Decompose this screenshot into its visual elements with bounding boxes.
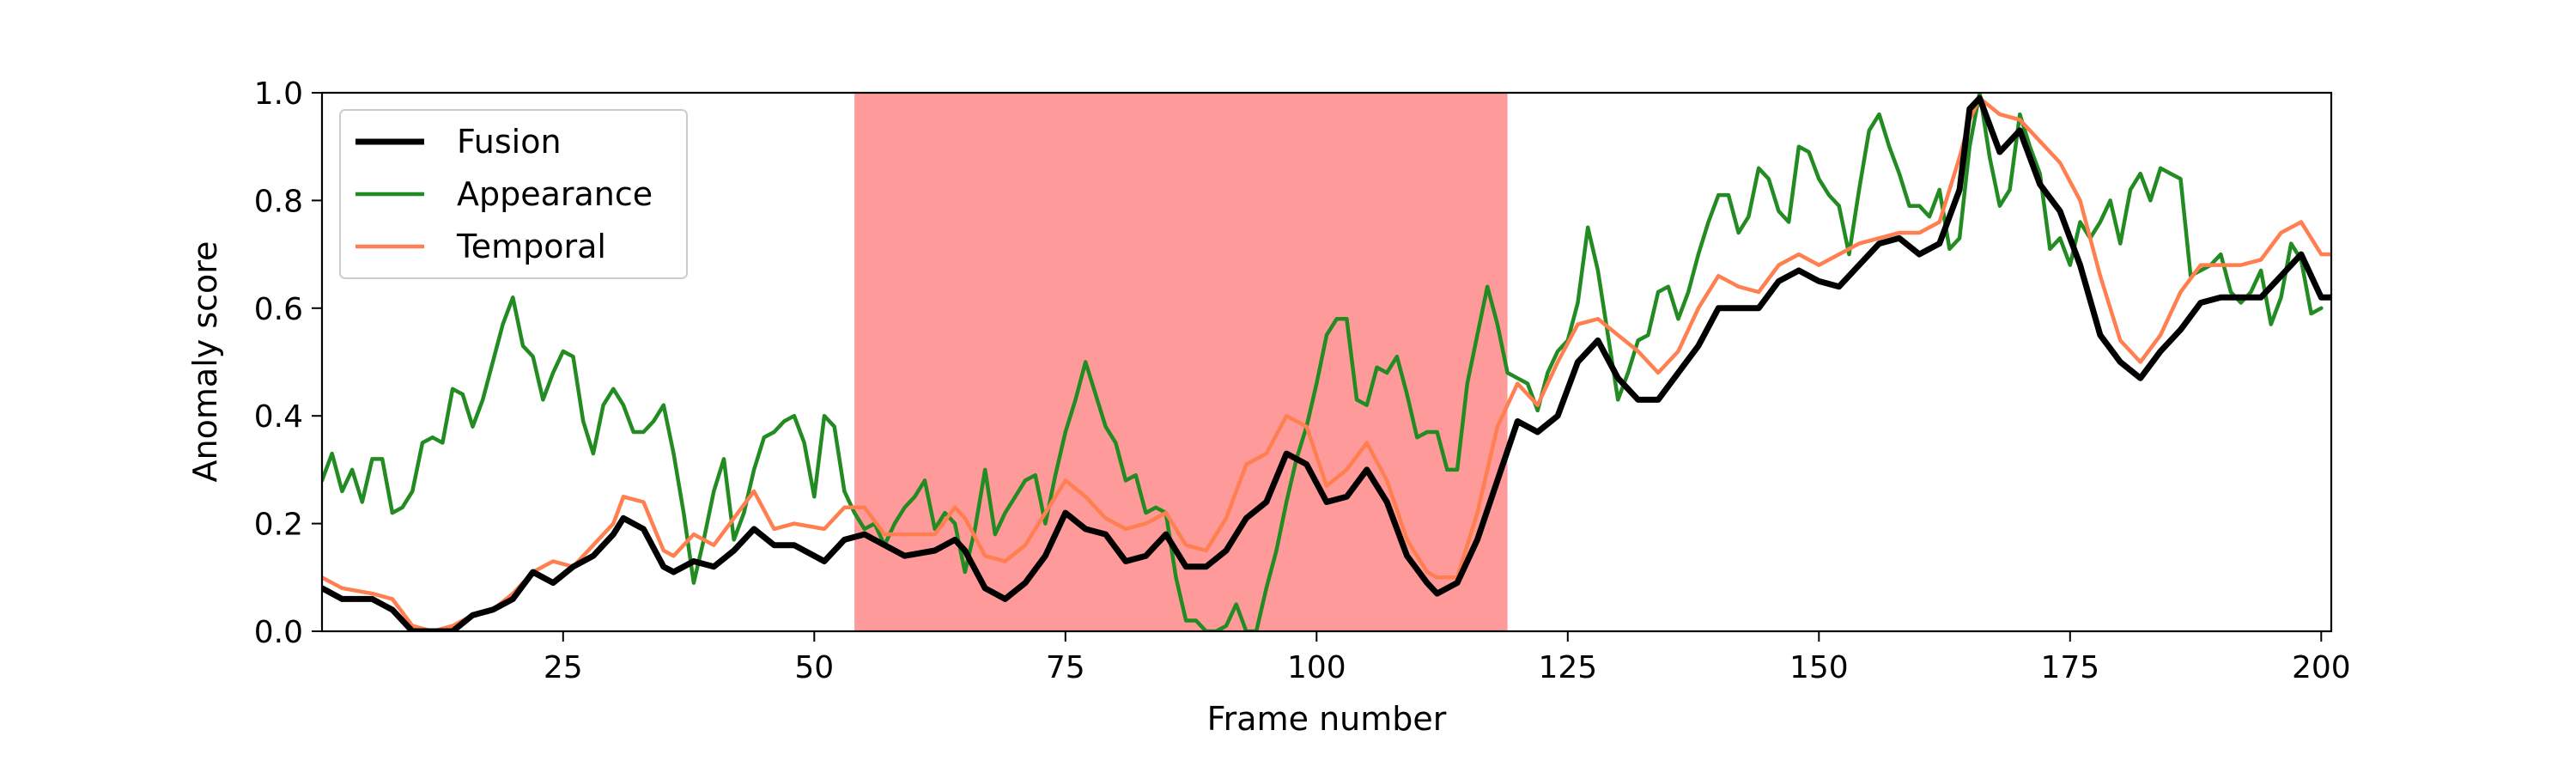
- x-tick-label: 100: [1287, 650, 1346, 685]
- y-axis: 0.0 0.2 0.4 0.6 0.8 1.0: [254, 76, 322, 650]
- x-axis-title: Frame number: [1207, 700, 1447, 738]
- anomaly-region-layer: [854, 93, 1508, 631]
- legend-box: [339, 109, 688, 279]
- y-tick-label: 0.6: [254, 292, 303, 327]
- legend-label-fusion: Fusion: [457, 123, 562, 161]
- series-line-temporal: [322, 96, 2331, 631]
- x-tick-label: 150: [1789, 650, 1849, 685]
- x-tick-label: 25: [544, 650, 583, 685]
- series-line-appearance: [322, 93, 2324, 631]
- y-tick-label: 0.8: [254, 184, 303, 219]
- y-tick-label: 0.2: [254, 508, 303, 543]
- series-layer: [322, 93, 2331, 631]
- y-axis-title: Anomaly score: [186, 241, 224, 483]
- legend-label-temporal: Temporal: [456, 228, 606, 265]
- x-tick-label: 200: [2292, 650, 2351, 685]
- y-tick-label: 0.0: [254, 615, 303, 650]
- legend-label-appearance: Appearance: [457, 175, 653, 213]
- plot-frame: [320, 91, 2333, 633]
- x-tick-label: 50: [794, 650, 834, 685]
- anomaly-region: [854, 93, 1508, 631]
- x-tick-label: 125: [1538, 650, 1597, 685]
- series-line-fusion: [322, 94, 2331, 631]
- x-tick-label: 175: [2040, 650, 2099, 685]
- legend: Fusion Appearance Temporal: [339, 109, 688, 279]
- y-tick-label: 1.0: [254, 76, 303, 112]
- y-tick-label: 0.4: [254, 399, 303, 435]
- x-tick-label: 75: [1046, 650, 1085, 685]
- x-axis: 25 50 75 100 125 150 175 200: [544, 631, 2351, 685]
